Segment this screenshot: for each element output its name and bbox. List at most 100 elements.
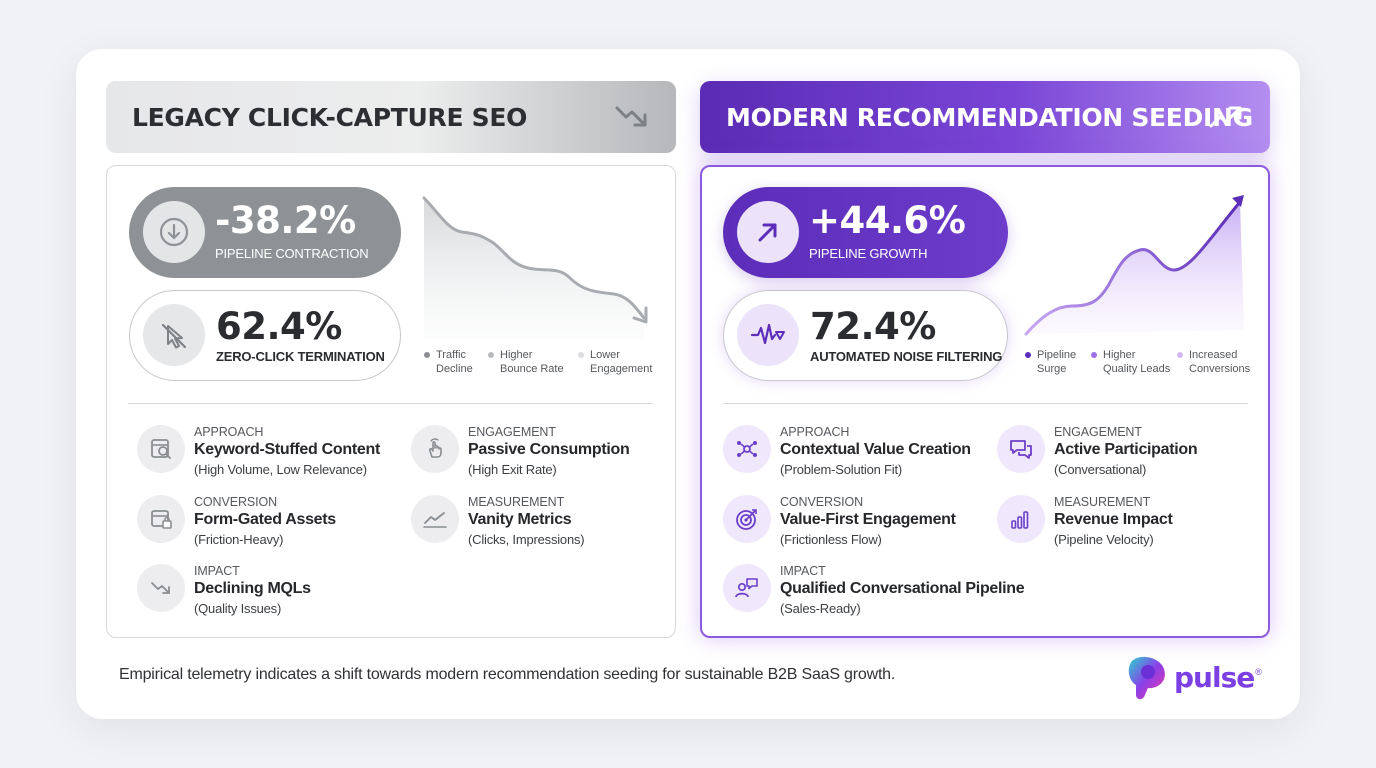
feature-category: MEASUREMENT [1054, 495, 1151, 509]
feature-title: Vanity Metrics [468, 511, 572, 528]
legend-text-2: Surge [1037, 363, 1067, 375]
modern-header-title: MODERN RECOMMENDATION SEEDING [726, 102, 1253, 132]
legacy-divider [128, 403, 653, 404]
feature-title: Revenue Impact [1054, 511, 1173, 528]
modern-chart-legend: Pipeline Surge Higher Quality Leads Increa… [1025, 348, 1255, 376]
modern-engagement-item: ENGAGEMENT Active Participation (Convers… [997, 425, 1267, 481]
legend-text-2: Conversions [1189, 363, 1251, 375]
feature-desc: (Frictionless Flow) [780, 532, 882, 547]
feature-desc: (Quality Issues) [194, 601, 282, 616]
feature-title: Qualified Conversational Pipeline [780, 580, 1025, 597]
stat-label: AUTOMATED NOISE FILTERING [810, 349, 1003, 364]
legacy-header-title: LEGACY CLICK-CAPTURE SEO [132, 102, 528, 132]
arrow-up-right-icon [737, 201, 799, 263]
legacy-impact-item: IMPACT Declining MQLs (Quality Issues) [137, 564, 407, 620]
feature-title: Active Participation [1054, 441, 1198, 458]
legend-text-2: Bounce Rate [500, 363, 564, 375]
traffic-decline-line [422, 196, 646, 320]
feature-desc: (Clicks, Impressions) [468, 532, 585, 547]
hand-pointer-icon [411, 425, 459, 473]
legend-item: Pipeline Surge [1025, 348, 1091, 376]
network-icon [723, 425, 771, 473]
feature-title: Keyword-Stuffed Content [194, 441, 380, 458]
trend-up-icon [1209, 106, 1242, 128]
feature-category: CONVERSION [780, 495, 864, 509]
feature-category: IMPACT [194, 564, 240, 578]
legacy-decline-chart [422, 196, 648, 338]
feature-desc: (High Exit Rate) [468, 462, 557, 477]
legend-dot [1091, 352, 1097, 358]
legend-item: Traffic Decline [424, 348, 488, 376]
stat-value: 62.4% [216, 305, 342, 348]
feature-title: Passive Consumption [468, 441, 630, 458]
legend-text-2: Engagement [590, 363, 653, 375]
feature-category: ENGAGEMENT [468, 425, 556, 439]
search-doc-icon [137, 425, 185, 473]
legend-item: Lower Engagement [578, 348, 658, 376]
feature-desc: (High Volume, Low Relevance) [194, 462, 367, 477]
legend-text-1: Increased [1189, 349, 1238, 361]
feature-title: Contextual Value Creation [780, 441, 971, 458]
legend-text-1: Pipeline [1037, 349, 1077, 361]
target-icon [723, 495, 771, 543]
legend-dot [488, 352, 494, 358]
legend-text-1: Higher [500, 349, 533, 361]
pipeline-surge-line [1024, 200, 1242, 336]
stat-value: +44.6% [809, 199, 966, 242]
pipeline-contraction-stat: -38.2% PIPELINE CONTRACTION [129, 187, 401, 278]
logo-registered-mark: ® [1255, 667, 1262, 677]
logo-wordmark: pulse [1174, 661, 1255, 694]
legend-item: Increased Conversions [1177, 348, 1255, 376]
modern-measurement-item: MEASUREMENT Revenue Impact (Pipeline Vel… [997, 495, 1267, 551]
feature-desc: (Sales-Ready) [780, 601, 861, 616]
pulse-logo-mark-icon [1128, 656, 1165, 700]
legend-text-2: Decline [436, 363, 473, 375]
legend-dot [1025, 352, 1031, 358]
legacy-area [424, 198, 644, 338]
chat-bubbles-icon [997, 425, 1045, 473]
feature-category: APPROACH [194, 425, 264, 439]
legend-text-1: Lower [590, 349, 620, 361]
feature-category: MEASUREMENT [468, 495, 565, 509]
legacy-header: LEGACY CLICK-CAPTURE SEO [106, 81, 676, 153]
locked-form-icon [137, 495, 185, 543]
pipeline-growth-stat: +44.6% PIPELINE GROWTH [723, 187, 1008, 278]
noise-filtering-stat: 72.4% AUTOMATED NOISE FILTERING [723, 290, 1008, 381]
legend-text-1: Higher [1103, 349, 1136, 361]
legend-item: Higher Quality Leads [1091, 348, 1177, 376]
pulse-logo: pulse ® [1126, 654, 1266, 702]
legend-text-2: Quality Leads [1103, 363, 1171, 375]
modern-approach-item: APPROACH Contextual Value Creation (Prob… [723, 425, 993, 481]
modern-conversion-item: CONVERSION Value-First Engagement (Frict… [723, 495, 993, 551]
bar-chart-icon [997, 495, 1045, 543]
legend-dot [424, 352, 430, 358]
legacy-conversion-item: CONVERSION Form-Gated Assets (Friction-H… [137, 495, 407, 551]
feature-title: Declining MQLs [194, 580, 311, 597]
modern-impact-item: IMPACT Qualified Conversational Pipeline… [723, 564, 1025, 620]
feature-category: APPROACH [780, 425, 850, 439]
modern-header: MODERN RECOMMENDATION SEEDING [700, 81, 1270, 153]
cursor-slash-icon [143, 304, 205, 366]
modern-divider [723, 403, 1248, 404]
legacy-chart-legend: Traffic Decline Higher Bounce Rate Lower En… [424, 348, 658, 376]
stat-label: PIPELINE CONTRACTION [215, 246, 369, 261]
feature-title: Form-Gated Assets [194, 511, 336, 528]
legend-text-1: Traffic [436, 349, 466, 361]
decline-arrowhead [632, 306, 648, 324]
feature-desc: (Problem-Solution Fit) [780, 462, 903, 477]
zero-click-stat: 62.4% ZERO-CLICK TERMINATION [129, 290, 401, 381]
signal-filter-icon [737, 304, 799, 366]
trend-down-icon [137, 564, 185, 612]
growth-arrowhead [1232, 195, 1244, 207]
stat-value: -38.2% [215, 199, 356, 242]
user-chat-icon [723, 564, 771, 612]
legacy-engagement-item: ENGAGEMENT Passive Consumption (High Exi… [411, 425, 681, 481]
footer-note: Empirical telemetry indicates a shift to… [119, 666, 896, 683]
legend-item: Higher Bounce Rate [488, 348, 578, 376]
trend-line-icon [411, 495, 459, 543]
arrow-down-icon [143, 201, 205, 263]
feature-title: Value-First Engagement [780, 511, 956, 528]
stat-label: PIPELINE GROWTH [809, 246, 928, 261]
feature-desc: (Conversational) [1054, 462, 1147, 477]
feature-category: CONVERSION [194, 495, 278, 509]
